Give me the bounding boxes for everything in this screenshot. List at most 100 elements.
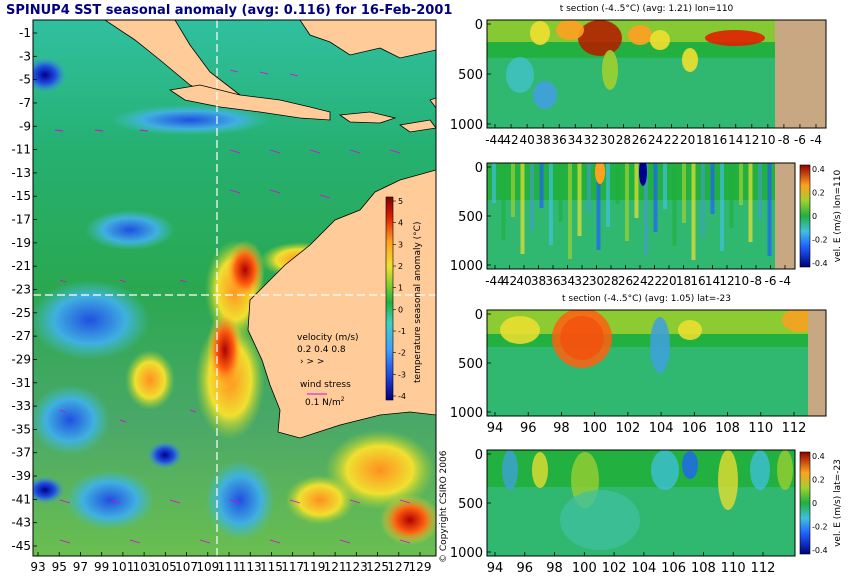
landmass-borneo xyxy=(299,20,436,59)
colorbar-tick-label: 4 xyxy=(398,219,403,228)
colorbar-tick-label: 3 xyxy=(398,240,403,249)
lon-tick-label: 127 xyxy=(387,560,410,574)
colorbar-tick-label: -2 xyxy=(398,349,406,358)
x-tick-label: 102 xyxy=(615,421,640,436)
lat-tick-label: -17 xyxy=(11,213,31,227)
velocity-colorbar xyxy=(799,164,811,268)
y-tick-label: 0 xyxy=(475,308,483,323)
y-tick-label: 1000 xyxy=(450,406,483,421)
velocity-colorbar-tick: 0.2 xyxy=(812,476,825,485)
lat-tick-label: -9 xyxy=(19,119,31,133)
x-tick-label: 40 xyxy=(516,274,531,288)
x-tick-label: 104 xyxy=(649,421,674,436)
lat-tick-label: -1 xyxy=(19,26,31,40)
panel-p1: t section (-4..5°C) (avg: 1.21) lon=110 0… xyxy=(450,4,827,147)
panel-field xyxy=(487,163,795,269)
x-tick-label: -4 xyxy=(779,274,791,288)
x-tick-label: 26 xyxy=(618,274,633,288)
velocity-colorbar-tick: 0.4 xyxy=(812,165,825,174)
lat-tick-label: -15 xyxy=(11,189,31,203)
x-tick-label: 20 xyxy=(661,274,676,288)
x-tick-label: 38 xyxy=(531,274,546,288)
x-tick-label: 14 xyxy=(705,274,720,288)
x-tick-label: -8 xyxy=(750,274,762,288)
colorbar-tick-label: 2 xyxy=(398,262,403,271)
x-tick-label: 34 xyxy=(560,274,575,288)
lon-tick-label: 101 xyxy=(111,560,134,574)
x-tick-label: 26 xyxy=(632,133,647,147)
x-tick-label: -8 xyxy=(778,133,790,147)
lon-tick-label: 95 xyxy=(52,560,67,574)
map-plot xyxy=(33,20,436,556)
wind-legend-title: wind stress xyxy=(300,380,351,390)
lon-tick-label: 115 xyxy=(260,560,283,574)
x-tick-label: 40 xyxy=(519,133,534,147)
velocity-legend-arrows: › > > xyxy=(300,357,324,367)
y-tick-label: 500 xyxy=(458,68,483,83)
land-mask xyxy=(808,310,826,416)
y-tick-label: 1000 xyxy=(450,546,483,561)
x-tick-label: 96 xyxy=(517,561,534,576)
colorbar-label: temperature seasonal anomaly (°C) xyxy=(413,222,423,383)
x-tick-label: 32 xyxy=(574,274,589,288)
lat-tick-label: -25 xyxy=(11,306,31,320)
velocity-colorbar-tick: -0.4 xyxy=(812,259,828,268)
x-tick-label: 110 xyxy=(748,421,773,436)
map-title: SPINUP4 SST seasonal anomaly (avg: 0.116… xyxy=(6,3,452,18)
lat-tick-label: -29 xyxy=(11,352,31,366)
lon-tick-label: 123 xyxy=(345,560,368,574)
lon-tick-label: 119 xyxy=(302,560,325,574)
lat-tick-label: -5 xyxy=(19,73,31,87)
y-tick-label: 0 xyxy=(475,448,483,463)
lon-tick-label: 93 xyxy=(30,560,45,574)
x-tick-label: 108 xyxy=(691,561,716,576)
land-mask xyxy=(775,20,826,128)
lon-tick-label: 109 xyxy=(196,560,219,574)
lat-tick-label: -19 xyxy=(11,236,31,250)
panel-title: t section (-4..5°C) (avg: 1.05) lat=-23 xyxy=(562,294,731,304)
x-tick-label: 12 xyxy=(719,274,734,288)
copyright: © Copyright CSIRO 2006 xyxy=(439,450,449,563)
temperature-colorbar: 5 4 3 2 1 0 -1 -2 -3 -4 temperature seasonal anom… xyxy=(385,196,423,401)
x-tick-label: 12 xyxy=(744,133,759,147)
velocity-vectors xyxy=(54,69,411,544)
colorbar-tick-label: -1 xyxy=(398,327,406,336)
x-tick-label: 32 xyxy=(584,133,599,147)
x-tick-label: -4 xyxy=(810,133,822,147)
lat-tick-label: -7 xyxy=(19,96,31,110)
landmass-islands xyxy=(338,97,436,133)
y-tick-label: 1000 xyxy=(450,118,483,133)
panel-field xyxy=(487,20,826,128)
x-tick-label: 94 xyxy=(487,561,504,576)
x-tick-label: 104 xyxy=(631,561,656,576)
lon-tick-label: 103 xyxy=(133,560,156,574)
lon-tick-label: 117 xyxy=(281,560,304,574)
colorbar-tick-label: 0 xyxy=(398,305,403,314)
velocity-colorbar-tick: 0 xyxy=(812,499,817,508)
velocity-colorbar-tick: 0.4 xyxy=(812,452,825,461)
x-tick-label: 36 xyxy=(545,274,560,288)
velocity-colorbar-tick: -0.4 xyxy=(812,546,828,555)
x-tick-label: 100 xyxy=(572,561,597,576)
velocity-colorbar xyxy=(799,451,811,555)
lon-tick-label: 121 xyxy=(324,560,347,574)
x-tick-label: 18 xyxy=(696,133,711,147)
lat-tick-label: -3 xyxy=(19,49,31,63)
panel-p3: t section (-4..5°C) (avg: 1.05) lat=-23 0… xyxy=(450,294,827,436)
lat-axis: -1 -3 -5 -7 -9 -11 -13 -15 -17 -19 -21 -23 -25 -27 -29… xyxy=(11,26,37,553)
lat-tick-label: -39 xyxy=(11,469,31,483)
wind-legend-value-sup: 2 xyxy=(341,396,345,403)
x-tick-label: 38 xyxy=(536,133,551,147)
x-tick-label: 96 xyxy=(520,421,537,436)
lat-tick-label: -13 xyxy=(11,166,31,180)
lat-tick-label: -23 xyxy=(11,283,31,297)
wind-legend-value: 0.1 N/m2 xyxy=(305,396,345,408)
x-tick-label: -44 xyxy=(485,274,505,288)
lon-tick-label: 97 xyxy=(73,560,88,574)
lat-tick-label: -45 xyxy=(11,539,31,553)
x-tick-label: 18 xyxy=(676,274,691,288)
x-tick-label: 98 xyxy=(546,561,563,576)
x-tick-label: 108 xyxy=(715,421,740,436)
colorbar-gradient xyxy=(385,196,394,401)
